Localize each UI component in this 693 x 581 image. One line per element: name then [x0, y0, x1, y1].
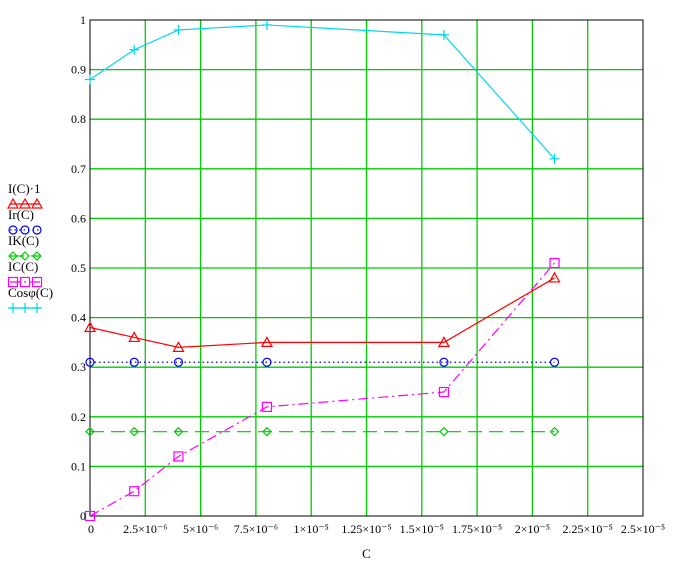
data-point	[260, 336, 273, 347]
legend-label: IK(C)	[8, 233, 39, 248]
legend-item: IK(C)	[8, 233, 42, 261]
data-point	[83, 321, 97, 333]
series-line	[89, 277, 555, 348]
legend-label: Cosφ(C)	[8, 285, 53, 300]
data-point	[172, 341, 185, 352]
data-point	[85, 426, 95, 437]
data-point	[85, 357, 95, 367]
legend-swatch-marker	[30, 197, 44, 209]
series-line	[89, 262, 555, 517]
legend-swatch-marker	[7, 276, 19, 288]
y-tick-label: 0.3	[71, 360, 86, 374]
y-tick-label: 0.5	[71, 261, 86, 275]
legend-item: IC(C)	[7, 259, 43, 288]
x-axis-title: C	[362, 546, 371, 561]
data-point	[439, 426, 449, 437]
x-tick-label: 0	[88, 522, 94, 536]
legend-label: Ir(C)	[8, 207, 34, 222]
legend-swatch-marker	[8, 251, 18, 261]
y-tick-label: 0.8	[71, 112, 86, 126]
legend-swatch-marker	[31, 276, 43, 288]
y-tick-label: 0.9	[71, 63, 86, 77]
legend-swatch-marker	[20, 303, 30, 313]
x-tick-label: 7.5×10⁻⁶	[234, 522, 278, 536]
legend-item: I(C)·1	[6, 181, 44, 209]
legend-swatch-marker	[20, 251, 30, 261]
x-tick-label: 2×10⁻⁵	[515, 522, 550, 536]
legend-swatch-marker	[32, 251, 42, 261]
data-point	[85, 74, 95, 85]
data-point	[84, 510, 96, 522]
legend-label: I(C)·1	[8, 181, 41, 196]
data-point	[262, 357, 272, 367]
data-point	[548, 271, 561, 283]
legend-item: Cosφ(C)	[8, 285, 53, 313]
series-layer	[83, 19, 561, 522]
series-2	[85, 426, 560, 437]
grid	[90, 20, 643, 516]
series-3	[84, 257, 560, 522]
y-tick-label: 0	[80, 509, 86, 523]
legend-item: Ir(C)	[8, 207, 42, 235]
x-tick-label: 2.25×10⁻⁵	[563, 522, 613, 536]
data-point	[438, 29, 449, 40]
legend-swatch-marker	[32, 225, 42, 235]
series-line	[89, 24, 555, 160]
series-4	[85, 19, 560, 164]
y-tick-label: 0.2	[71, 410, 86, 424]
legend: I(C)·1 Ir(C) IK(C) IC(C) Cosφ(C)	[6, 181, 53, 313]
x-axis-ticks: 0 2.5×10⁻⁶ 5×10⁻⁶ 7.5×10⁻⁶ 1×10⁻⁵ 1.25×10⁻⁵ 1.…	[88, 522, 665, 536]
data-point	[173, 24, 184, 35]
data-point	[129, 44, 140, 55]
data-point	[438, 386, 450, 398]
legend-swatch-marker	[20, 225, 30, 235]
y-tick-label: 0.7	[71, 162, 86, 176]
data-point	[437, 336, 450, 347]
data-point	[439, 357, 449, 367]
legend-swatch-marker	[19, 276, 31, 288]
series-0	[83, 271, 561, 352]
legend-swatch-marker	[18, 197, 32, 209]
data-point	[549, 357, 560, 367]
legend-swatch-marker	[8, 225, 18, 235]
y-tick-label: 0.1	[71, 459, 86, 473]
data-point	[173, 451, 184, 462]
x-tick-label: 1.25×10⁻⁵	[341, 522, 391, 536]
x-tick-label: 5×10⁻⁶	[183, 522, 218, 536]
data-point	[129, 486, 140, 497]
y-tick-label: 1	[80, 13, 86, 27]
x-tick-label: 1.5×10⁻⁵	[400, 522, 444, 536]
data-point	[262, 426, 272, 437]
data-point	[129, 426, 140, 437]
plot-frame	[89, 19, 644, 517]
data-point	[128, 331, 141, 343]
data-point	[173, 426, 184, 437]
legend-swatch-marker	[8, 303, 18, 313]
x-tick-label: 2.5×10⁻⁵	[621, 522, 665, 536]
y-tick-label: 0.4	[71, 311, 86, 325]
data-point	[261, 401, 273, 412]
legend-swatch-marker	[6, 197, 20, 209]
data-point	[129, 357, 139, 367]
data-point	[549, 153, 560, 164]
y-axis-ticks: 0 0.1 0.2 0.3 0.4 0.5 0.6 0.7 0.8 0.9 1	[71, 13, 86, 523]
data-point	[549, 257, 560, 269]
series-1	[85, 357, 560, 367]
y-tick-label: 0.6	[71, 211, 86, 225]
x-tick-label: 1×10⁻⁵	[294, 522, 329, 536]
x-tick-label: 2.5×10⁻⁶	[123, 522, 167, 536]
legend-label: IC(C)	[8, 259, 38, 274]
data-point	[261, 19, 272, 30]
x-tick-label: 1.75×10⁻⁵	[452, 522, 502, 536]
data-point	[549, 426, 560, 437]
data-point	[173, 357, 184, 367]
legend-swatch-marker	[32, 303, 42, 313]
